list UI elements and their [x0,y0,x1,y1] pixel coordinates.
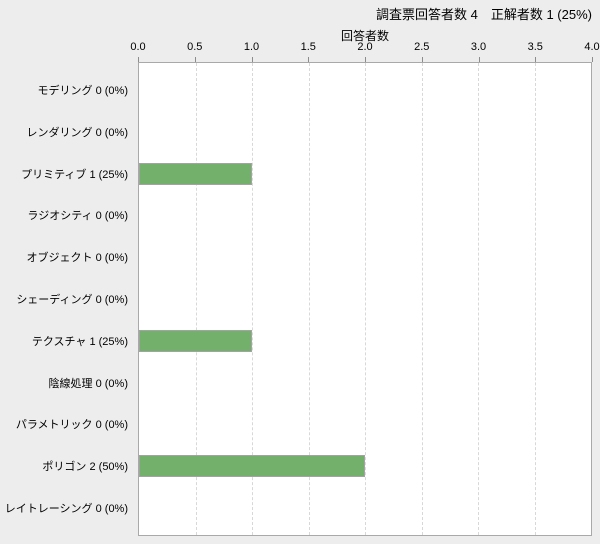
category-label: テクスチャ 1 (25%) [31,335,128,348]
x-tick-label: 2.0 [357,41,373,53]
category-label: プリミティブ 1 (25%) [21,168,128,181]
bar-rows [139,63,591,535]
x-tick-mark [478,57,480,62]
category-label-row: ラジオシティ 0 (0%) [0,194,128,236]
summary-title: 調査票回答者数 4 正解者数 1 (25%) [376,7,592,22]
bar-row [139,320,591,362]
category-label-row: ポリゴン 2 (50%) [0,445,128,487]
category-label-row: パラメトリック 0 (0%) [0,404,128,446]
category-label: レンダリング 0 (0%) [26,126,128,139]
category-label: オブジェクト 0 (0%) [26,252,128,265]
bar-row [139,403,591,445]
gridline [365,63,366,535]
x-axis-title: 回答者数 [340,29,389,43]
gridline [308,63,310,535]
gridline [195,63,197,535]
category-label-row: オブジェクト 0 (0%) [0,236,128,278]
x-tick-label: 0.0 [130,41,146,53]
x-tick-label: 0.5 [187,41,203,53]
category-label-column: モデリング 0 (0%) レンダリング 0 (0%) プリミティブ 1 (25%) ラ… [0,62,128,536]
x-tick-label-row: 0.0 0.5 1.0 1.5 2.0 2.5 3.0 3.5 4.0 [130,41,599,54]
bar-row [139,70,591,112]
category-label: ラジオシティ 0 (0%) [27,210,128,223]
x-tick-label: 3.0 [470,41,487,53]
x-tick-label: 4.0 [584,41,600,53]
x-tick-mark [138,57,139,62]
x-tick-mark [308,57,310,62]
category-label: シェーディング 0 (0%) [16,293,128,306]
category-label-row: プリミティブ 1 (25%) [0,153,128,195]
category-label: ポリゴン 2 (50%) [42,461,128,474]
bar-row [139,361,591,403]
gridline [421,63,423,535]
category-label-row: シェーディング 0 (0%) [0,278,128,320]
gridline [478,63,479,535]
bar-row [139,153,591,195]
x-tick-label: 1.5 [300,41,316,53]
bar-row [139,112,591,154]
category-label: 陰線処理 0 (0%) [48,377,128,390]
category-label-row: レンダリング 0 (0%) [0,111,128,153]
x-tick-mark [251,57,253,62]
category-label-row: モデリング 0 (0%) [0,69,128,111]
bar [139,454,365,477]
bar-row [139,195,591,237]
plot-area [138,62,592,536]
bar [139,163,252,186]
x-tick-mark [535,57,537,62]
category-label: レイトレーシング 0 (0%) [4,503,128,516]
gridline [252,63,253,535]
x-tick-mark [592,57,593,62]
category-label: パラメトリック 0 (0%) [15,419,128,432]
x-tick-mark-row [138,57,593,62]
x-tick-mark [365,57,366,62]
x-tick-label: 3.5 [527,41,543,53]
x-tick-label: 2.5 [414,41,430,53]
category-label: モデリング 0 (0%) [37,84,128,97]
category-label-row: レイトレーシング 0 (0%) [0,487,128,529]
bar-row [139,278,591,320]
x-tick-mark [194,57,196,62]
bar-row [139,486,591,528]
category-label-row: テクスチャ 1 (25%) [0,320,128,362]
bar [139,329,252,352]
x-tick-mark [421,57,423,62]
gridline [534,63,536,535]
x-tick-label: 1.0 [243,41,260,53]
bar-row [139,445,591,487]
bar-row [139,237,591,279]
category-label-row: 陰線処理 0 (0%) [0,362,128,404]
